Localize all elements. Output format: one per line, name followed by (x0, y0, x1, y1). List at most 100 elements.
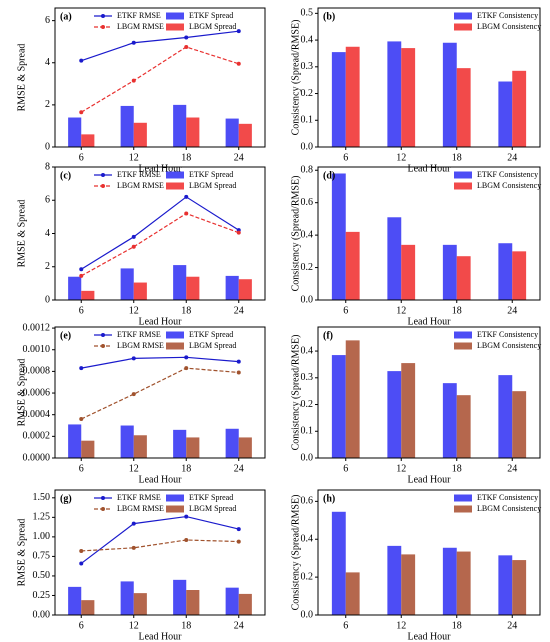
y-tick-label: 2 (45, 99, 50, 110)
bar (81, 440, 95, 458)
legend-marker (101, 25, 105, 29)
bar (401, 554, 416, 615)
y-tick-label: 0.0 (301, 294, 314, 305)
y-tick-label: 0.0010 (23, 344, 51, 355)
line (80, 212, 239, 277)
point (131, 356, 136, 361)
bar (68, 586, 82, 615)
line (81, 539, 239, 552)
x-axis-label: Lead Hour (407, 163, 451, 174)
y-tick-label: 0 (45, 141, 50, 152)
legend-label: LBGM RMSE (117, 341, 164, 350)
y-tick-label: 1.00 (33, 531, 51, 542)
panel-title: (d) (323, 170, 335, 181)
bar (133, 593, 147, 615)
y-tick-label: 8 (45, 161, 50, 172)
y-tick-label: 0.1 (301, 426, 314, 437)
point (79, 58, 84, 63)
point (184, 211, 189, 216)
legend-swatch (166, 505, 184, 513)
legend-label: ETKF RMSE (117, 493, 161, 502)
bar (401, 244, 416, 300)
x-tick-label: 12 (396, 620, 406, 631)
bar (173, 104, 187, 147)
bar (120, 268, 134, 300)
x-axis-label: Lead Hour (407, 474, 451, 485)
y-tick-label: 0.6 (301, 496, 314, 507)
bar (456, 256, 471, 300)
y-tick-label: 0.2 (301, 399, 314, 410)
y-tick-label: 6 (45, 195, 50, 206)
legend-label: ETKF Spread (189, 493, 233, 502)
point (131, 521, 136, 526)
legend-label: ETKF Spread (189, 170, 233, 179)
x-tick-label: 18 (181, 152, 191, 163)
y-tick-label: 0.2 (301, 571, 314, 582)
point (79, 267, 84, 272)
point (236, 370, 241, 375)
point (79, 561, 84, 566)
y-tick-label: 0.00 (33, 609, 51, 620)
x-axis-label: Lead Hour (407, 316, 451, 327)
legend-label: ETKF RMSE (117, 330, 161, 339)
x-tick-label: 12 (396, 305, 406, 316)
point (131, 545, 136, 550)
bar (133, 122, 147, 147)
point (236, 61, 241, 66)
bar (498, 555, 513, 615)
x-tick-label: 18 (181, 305, 191, 316)
bar (442, 547, 457, 615)
bar (81, 134, 95, 147)
bar (512, 560, 527, 615)
y-tick-label: 0.5 (301, 8, 314, 19)
legend-swatch (166, 494, 184, 502)
y-tick-label: 4 (45, 57, 50, 68)
point (184, 366, 189, 371)
legend-swatch (166, 23, 184, 31)
panel-title: (h) (323, 493, 335, 504)
y-tick-label: 0.0004 (23, 409, 51, 420)
y-axis-label: RMSE & Spread (16, 200, 27, 268)
bar (345, 572, 360, 615)
point (131, 244, 136, 249)
bar (456, 551, 471, 615)
y-tick-label: 0.0 (301, 452, 314, 463)
y-tick-label: 0.0002 (23, 431, 51, 442)
legend-swatch (454, 12, 472, 20)
legend-swatch (454, 171, 472, 179)
point (131, 234, 136, 239)
bar (225, 118, 239, 147)
y-tick-label: 6 (45, 15, 50, 26)
legend-swatch (166, 331, 184, 339)
point (131, 40, 136, 45)
plot-frame (54, 489, 266, 616)
bar (81, 600, 95, 615)
x-tick-label: 24 (234, 620, 244, 631)
x-tick-label: 18 (452, 152, 462, 163)
y-tick-label: 2 (45, 261, 50, 272)
point (79, 273, 84, 278)
x-axis-label: Lead Hour (138, 316, 182, 327)
x-tick-label: 6 (79, 305, 84, 316)
x-tick-label: 6 (79, 620, 84, 631)
bar (238, 593, 252, 615)
bar (442, 42, 457, 147)
legend-marker (101, 344, 105, 348)
line (80, 367, 239, 420)
plot-frame (54, 7, 266, 148)
y-tick-label: 4 (45, 228, 50, 239)
bar (186, 437, 200, 458)
line (80, 196, 240, 270)
legend-marker (101, 184, 105, 188)
x-axis-label: Lead Hour (407, 631, 451, 642)
bar (331, 52, 346, 147)
bar (133, 435, 147, 458)
legend-label: LBGM RMSE (117, 504, 164, 513)
line (81, 30, 239, 62)
y-tick-label: 0 (45, 294, 50, 305)
point (79, 548, 84, 553)
y-tick-label: 1.50 (33, 492, 51, 503)
legend-label: LBGM Spread (189, 181, 236, 190)
bar (225, 587, 239, 615)
